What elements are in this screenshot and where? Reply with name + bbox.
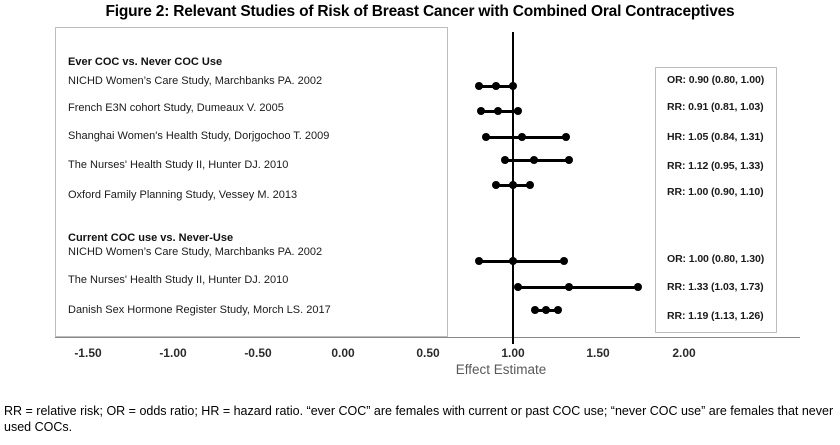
study-effect-estimate: OR: 0.90 (0.80, 1.00) — [667, 74, 765, 86]
ci-lower-dot — [475, 257, 483, 265]
point-estimate-dot — [530, 156, 538, 164]
x-axis-tick-label: 0.00 — [331, 346, 355, 360]
x-axis-tick-label: -0.50 — [244, 346, 272, 360]
footnote-text: RR = relative risk; OR = odds ratio; HR … — [4, 404, 834, 434]
x-axis-tick-label: 1.00 — [501, 346, 525, 360]
ci-lower-dot — [475, 82, 483, 90]
ci-upper-dot — [634, 283, 642, 291]
ci-lower-dot — [477, 107, 485, 115]
ci-upper-dot — [554, 306, 562, 314]
point-estimate-dot — [509, 257, 517, 265]
x-axis-title: Effect Estimate — [455, 362, 547, 377]
study-label: NICHD Women’s Care Study, Marchbanks PA.… — [68, 75, 323, 87]
study-label: NICHD Women’s Care Study, Marchbanks PA.… — [68, 246, 323, 258]
study-effect-estimate: RR: 1.00 (0.90, 1.10) — [667, 186, 764, 198]
ci-lower-dot — [492, 181, 500, 189]
study-effect-estimate: HR: 1.05 (0.84, 1.31) — [667, 131, 764, 143]
ci-lower-dot — [501, 156, 509, 164]
ci-upper-dot — [526, 181, 534, 189]
point-estimate-dot — [565, 283, 573, 291]
confidence-interval-line — [518, 286, 638, 289]
study-effect-estimate: RR: 1.33 (1.03, 1.73) — [667, 281, 764, 293]
study-effect-estimate: OR: 1.00 (0.80, 1.30) — [667, 253, 765, 265]
ci-upper-dot — [565, 156, 573, 164]
point-estimate-dot — [492, 82, 500, 90]
point-estimate-dot — [518, 133, 526, 141]
x-axis-tick-label: -1.50 — [74, 346, 102, 360]
x-axis-tick-label: 0.50 — [416, 346, 440, 360]
study-label: Shanghai Women's Health Study, Dorjgocho… — [68, 130, 330, 142]
point-estimate-dot — [509, 181, 517, 189]
study-label: The Nurses' Health Study II, Hunter DJ. … — [68, 159, 289, 171]
ci-lower-dot — [482, 133, 490, 141]
ci-upper-dot — [562, 133, 570, 141]
x-axis-line — [55, 337, 800, 338]
group-header: Ever COC vs. Never COC Use — [68, 56, 223, 68]
x-axis-tick-label: -1.00 — [159, 346, 187, 360]
study-label: French E3N cohort Study, Dumeaux V. 2005 — [68, 102, 284, 114]
x-axis-tick-label: 2.00 — [672, 346, 696, 360]
ci-lower-dot — [514, 283, 522, 291]
study-label: Oxford Family Planning Study, Vessey M. … — [68, 189, 298, 201]
ci-upper-dot — [509, 82, 517, 90]
point-estimate-dot — [542, 306, 550, 314]
ci-upper-dot — [560, 257, 568, 265]
figure-title: Figure 2: Relevant Studies of Risk of Br… — [105, 3, 735, 20]
study-effect-estimate: RR: 1.12 (0.95, 1.33) — [667, 160, 764, 172]
group-header: Current COC use vs. Never-Use — [68, 232, 234, 244]
study-effect-estimate: RR: 1.19 (1.13, 1.26) — [667, 310, 764, 322]
x-axis-tick-label: 1.50 — [586, 346, 610, 360]
effect-values-box — [655, 67, 777, 333]
study-labels-box — [55, 27, 448, 337]
study-label: The Nurses' Health Study II, Hunter DJ. … — [68, 274, 289, 286]
study-effect-estimate: RR: 0.91 (0.81, 1.03) — [667, 101, 764, 113]
ci-upper-dot — [514, 107, 522, 115]
confidence-interval-line — [486, 136, 566, 139]
ci-lower-dot — [531, 306, 539, 314]
point-estimate-dot — [494, 107, 502, 115]
confidence-interval-line — [479, 260, 564, 263]
study-label: Danish Sex Hormone Register Study, Morch… — [68, 304, 331, 316]
